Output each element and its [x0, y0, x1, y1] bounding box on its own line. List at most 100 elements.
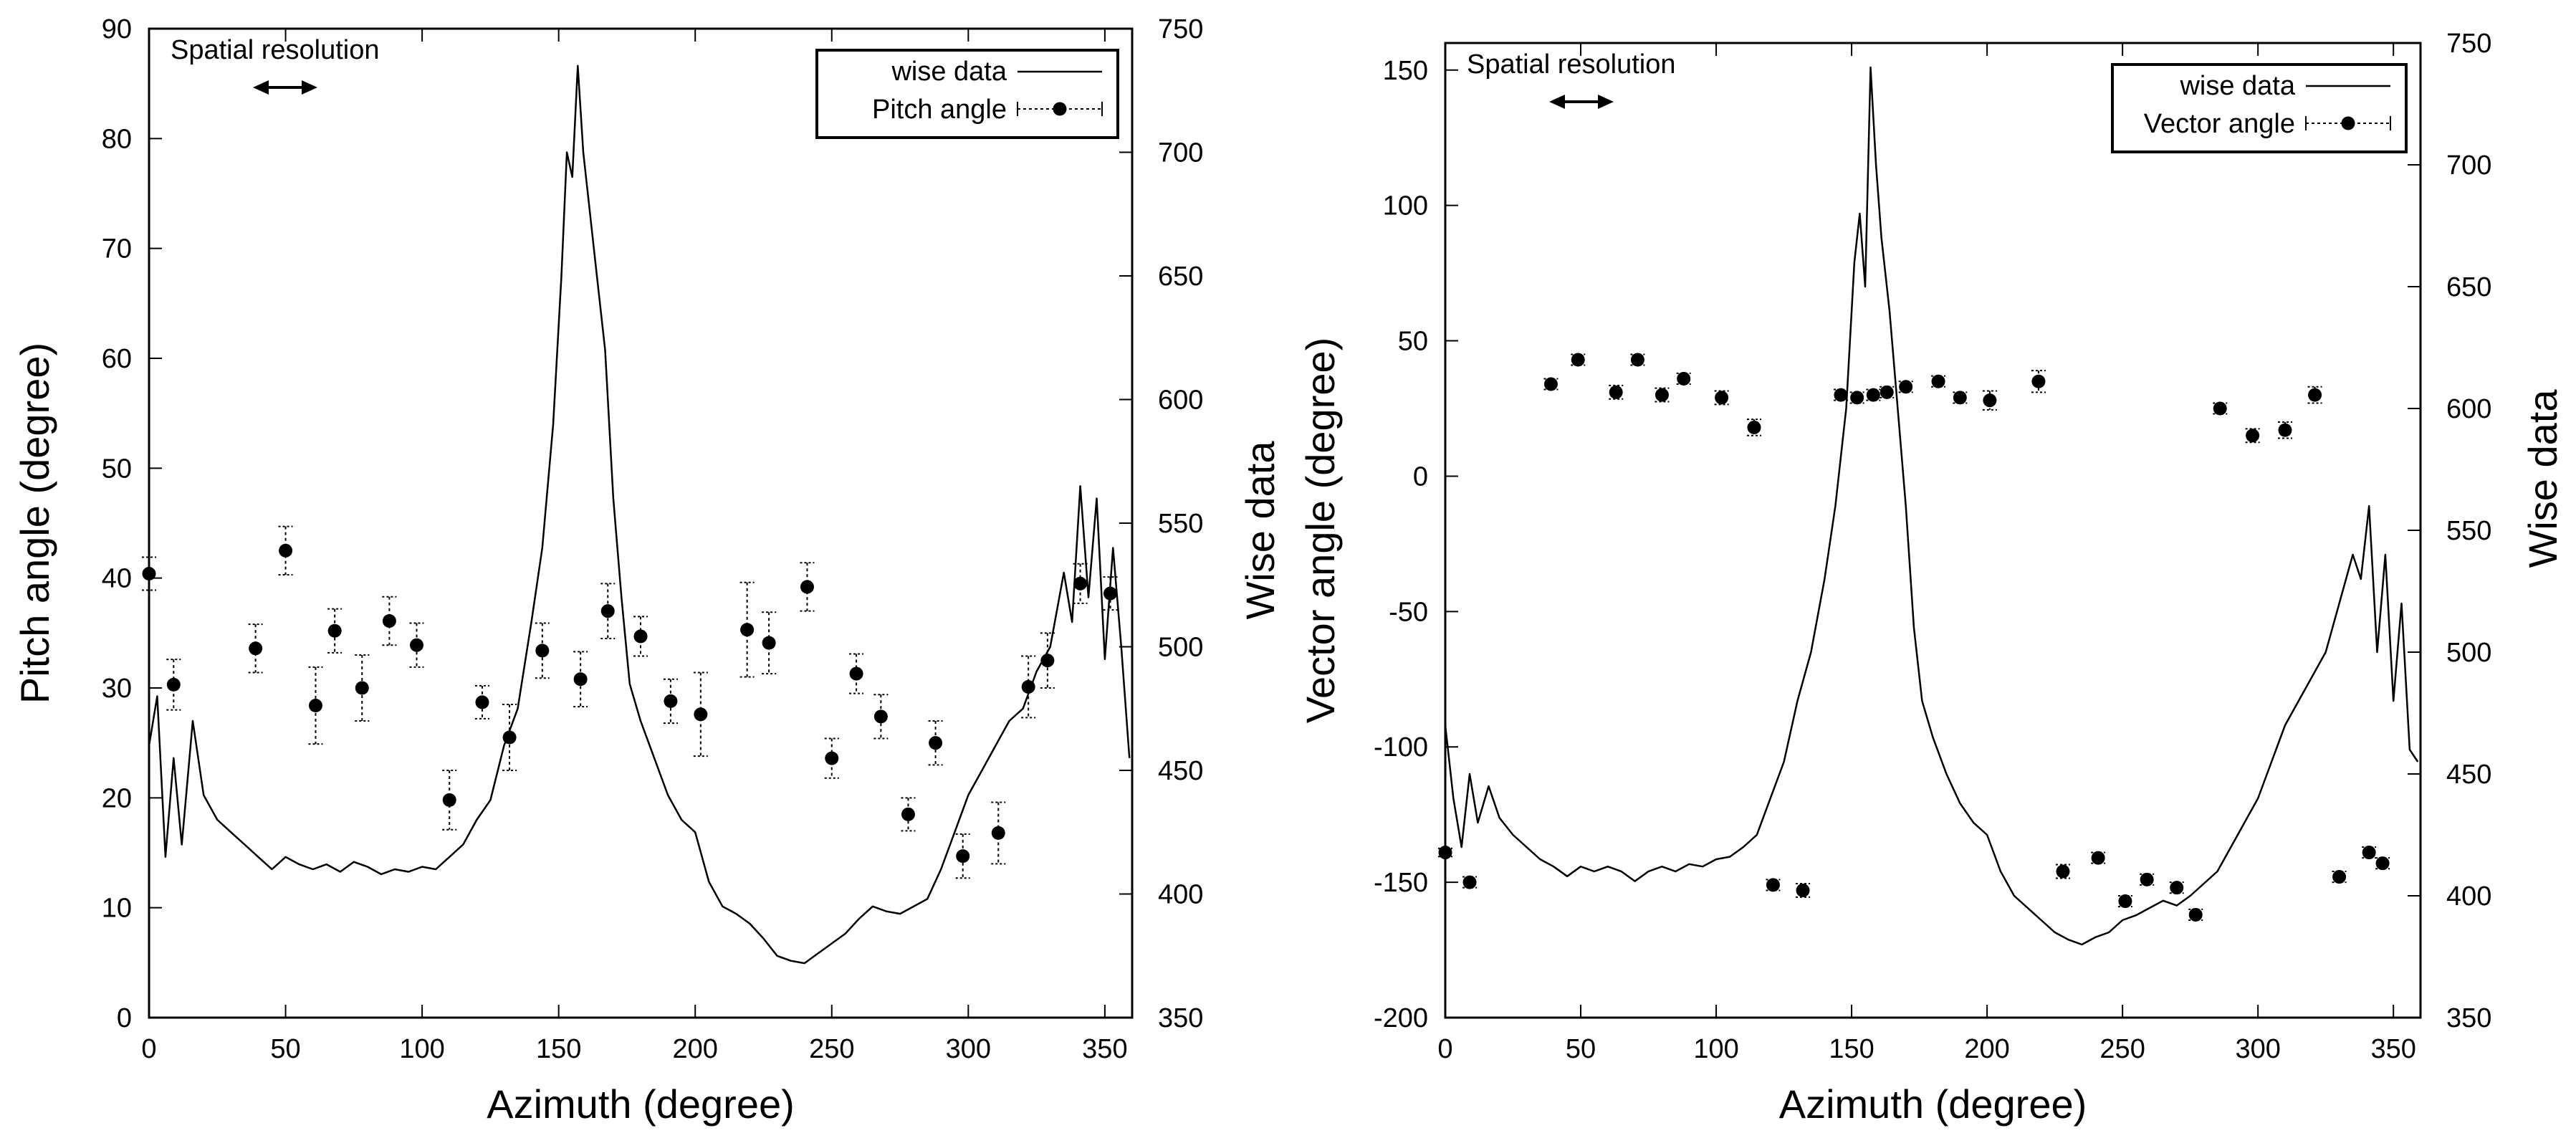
point-marker: [2170, 881, 2184, 895]
y-tick-label: 90: [102, 14, 132, 44]
y2-tick-label: 500: [2446, 638, 2491, 668]
x-axis-label: Azimuth (degree): [1779, 1081, 2087, 1127]
point-marker: [1747, 420, 1761, 434]
point-marker: [2278, 423, 2292, 437]
y-tick-label: 30: [102, 674, 132, 704]
point-marker: [2118, 894, 2132, 909]
y-tick-label: -50: [1389, 597, 1428, 627]
point-marker: [166, 677, 181, 692]
data-point: [2375, 856, 2390, 871]
data-point: [663, 678, 678, 725]
data-point: [248, 623, 263, 674]
x-tick-label: 100: [1693, 1034, 1738, 1064]
y-axis-label: Vector angle (degree): [1298, 338, 1343, 724]
point-marker: [929, 736, 943, 750]
x-tick-label: 0: [141, 1034, 156, 1064]
point-marker: [475, 695, 489, 709]
point-marker: [1953, 391, 1967, 405]
data-point: [502, 704, 517, 771]
data-point: [1630, 353, 1645, 367]
data-point: [873, 694, 889, 740]
point-marker: [873, 709, 888, 724]
resolution-arrow-right-head: [1598, 95, 1614, 109]
point-marker: [1715, 391, 1729, 405]
data-point: [824, 737, 839, 779]
data-point: [2245, 428, 2260, 444]
point-marker: [633, 629, 648, 644]
point-marker: [1655, 388, 1669, 402]
y-tick-label: 10: [102, 894, 132, 924]
point-marker: [2188, 907, 2203, 922]
data-point: [573, 651, 588, 708]
x-axis-label: Azimuth (degree): [487, 1081, 795, 1127]
y2-tick-label: 600: [1158, 386, 1203, 416]
data-point: [1073, 563, 1088, 604]
legend: wise data Pitch angle: [815, 49, 1119, 139]
point-marker: [1899, 380, 1913, 394]
legend-label-wise-data: wise data: [891, 57, 1007, 87]
point-marker: [355, 681, 369, 695]
data-point: [308, 666, 323, 745]
point-marker: [2091, 851, 2105, 865]
point-marker: [600, 604, 615, 618]
y2-tick-label: 700: [2446, 150, 2491, 181]
x-tick-label: 50: [270, 1034, 300, 1064]
point-marker: [573, 672, 588, 687]
wise-data-line: [1445, 66, 2419, 946]
data-point: [2055, 864, 2070, 879]
data-point: [1746, 419, 1761, 436]
data-point: [2362, 846, 2377, 860]
y-tick-label: 80: [102, 124, 132, 154]
data-point: [2117, 894, 2132, 909]
y-tick-label: -150: [1374, 868, 1428, 898]
data-point: [409, 622, 424, 668]
data-point: [2213, 401, 2228, 416]
y2-tick-label: 350: [1158, 1003, 1203, 1033]
point-marker: [956, 849, 970, 864]
resolution-arrow-left-head: [253, 80, 269, 95]
legend-box: [815, 49, 1119, 139]
y2-tick-label: 450: [2446, 760, 2491, 790]
point-marker: [1850, 391, 1864, 405]
resolution-arrow-right-head: [302, 80, 317, 95]
point-marker: [1834, 388, 1848, 402]
data-point: [1543, 377, 1558, 391]
data-point: [1714, 390, 1729, 406]
point-marker: [1438, 846, 1452, 860]
data-point: [1796, 883, 1811, 898]
data-point: [693, 671, 708, 757]
data-point: [2140, 872, 2155, 886]
point-marker: [1796, 883, 1810, 897]
point-marker: [694, 707, 708, 722]
point-marker: [327, 623, 342, 638]
plot-frame: [148, 27, 1134, 1019]
data-point: [1880, 385, 1895, 399]
data-point: [142, 556, 156, 591]
point-marker: [1983, 393, 1997, 408]
data-point: [849, 653, 864, 694]
point-marker: [2362, 846, 2376, 860]
data-point: [633, 616, 648, 657]
data-point: [991, 801, 1006, 865]
x-tick-label: 200: [673, 1034, 718, 1064]
y-tick-label: 50: [102, 454, 132, 484]
point-marker: [2213, 401, 2227, 416]
point-marker: [2308, 388, 2322, 402]
y2-tick-label: 550: [1158, 509, 1203, 539]
data-point: [2031, 370, 2046, 393]
y2-tick-label: 550: [2446, 516, 2491, 546]
point-marker: [1677, 371, 1691, 386]
data-point: [535, 622, 550, 679]
y2-tick-label: 600: [2446, 394, 2491, 424]
legend-label-wise-data: wise data: [2179, 71, 2295, 101]
x-tick-label: 100: [399, 1034, 444, 1064]
y2-tick-label: 650: [2446, 272, 2491, 302]
y-tick-label: 0: [117, 1003, 132, 1033]
y-tick-label: -200: [1374, 1003, 1428, 1033]
data-point: [762, 611, 777, 675]
spatial-resolution-label: Spatial resolution: [1467, 49, 1676, 80]
x-tick-label: 250: [2099, 1034, 2145, 1064]
spatial-resolution-label: Spatial resolution: [171, 35, 380, 65]
data-point: [800, 562, 815, 612]
point-marker: [1880, 385, 1894, 399]
